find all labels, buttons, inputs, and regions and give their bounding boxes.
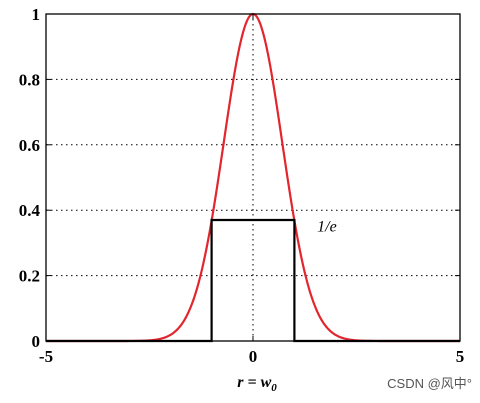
x-axis-label: r = w0 [237,374,277,394]
series-line-1 [46,12,460,343]
watermark: CSDN @风中° [387,376,472,391]
grid [46,14,460,341]
annotation-1-over-e: 1/e [317,219,337,236]
y-tick-label: 1 [32,5,41,24]
y-tick-label: 0.6 [19,136,40,155]
series-group [46,12,460,343]
tick-labels: 00.20.40.60.81-5 0 5 [19,5,465,366]
series-line-2 [46,218,460,343]
y-tick-label: 0 [32,332,41,351]
x-axis-label-main: r = w [237,374,271,391]
y-tick-label: 0.8 [19,70,40,89]
x-tick-label: -5 [39,347,53,366]
x-axis-label-subscript: 0 [271,382,277,394]
y-tick-label: 0.4 [19,201,41,220]
y-tick-label: 0.2 [19,267,40,286]
plot-frame [45,13,461,342]
x-tick-label: 5 [456,347,465,366]
x-tick-label: 0 [249,347,258,366]
ticks [45,13,461,342]
